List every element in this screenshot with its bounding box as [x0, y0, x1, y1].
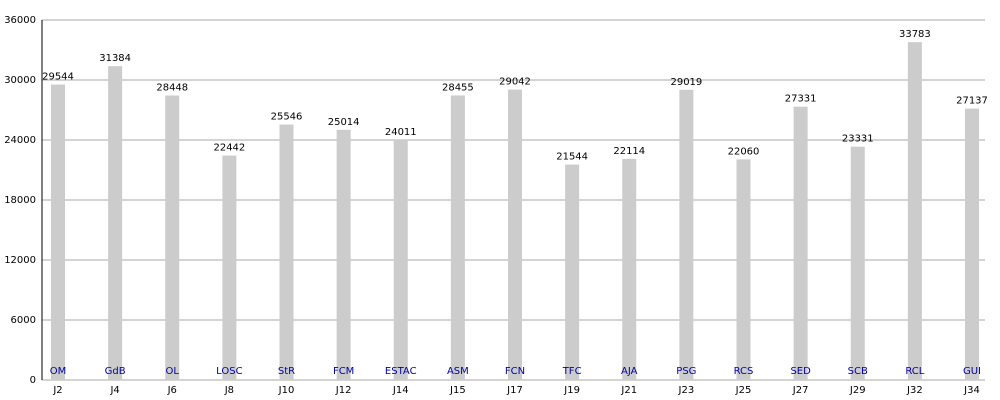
x-tick-label: J12 [335, 385, 352, 396]
bar [108, 66, 123, 380]
value-label: 27331 [785, 94, 817, 105]
value-label: 27137 [956, 96, 988, 107]
bar-label: AJA [621, 366, 638, 377]
x-tick-label: J29 [849, 385, 866, 396]
y-tick-label: 30000 [4, 75, 36, 86]
value-label: 25014 [328, 117, 360, 128]
x-tick-label: J4 [109, 385, 119, 396]
bar [336, 129, 351, 380]
bar [622, 158, 637, 380]
bar-label: SED [790, 366, 811, 377]
x-tick-label: J34 [963, 385, 980, 396]
bar-label: GdB [105, 366, 126, 377]
value-label: 25546 [271, 112, 303, 123]
bar [965, 108, 979, 380]
bar-label: OL [166, 366, 180, 377]
x-tick-label: J23 [678, 385, 695, 396]
bar [679, 89, 694, 380]
bar [279, 124, 294, 380]
value-label: 28455 [442, 82, 474, 93]
x-tick-label: J21 [620, 385, 637, 396]
bar-label: StR [278, 366, 295, 377]
bar-label: FCM [333, 366, 354, 377]
value-label: 31384 [99, 53, 131, 64]
value-label: 29544 [42, 72, 74, 83]
bar [222, 155, 237, 380]
bar-label: RCL [905, 366, 924, 377]
x-tick-label: J32 [906, 385, 923, 396]
value-label: 22442 [213, 143, 245, 154]
bar-label: OM [50, 366, 67, 377]
x-tick-label: J14 [392, 385, 409, 396]
x-tick-label: J27 [792, 385, 809, 396]
bar [165, 95, 180, 381]
y-tick-label: 36000 [4, 15, 36, 26]
x-tick-label: J10 [278, 385, 295, 396]
value-label: 22114 [613, 146, 645, 157]
value-label: 29042 [499, 77, 531, 88]
x-tick-label: J8 [224, 385, 234, 396]
bar-label: ASM [447, 366, 469, 377]
bar-label: GUI [963, 366, 981, 377]
value-label: 29019 [670, 77, 702, 88]
bar [508, 89, 522, 380]
bar [907, 42, 922, 381]
bar [450, 95, 465, 380]
bar-label: FCN [505, 366, 525, 377]
x-tick-label: J25 [735, 385, 752, 396]
value-label: 23331 [842, 134, 874, 145]
bar [393, 139, 408, 380]
x-tick-label: J6 [167, 385, 177, 396]
bar [736, 159, 751, 380]
x-tick-label: J17 [506, 385, 523, 396]
y-tick-label: 24000 [4, 135, 36, 146]
value-label: 24011 [385, 127, 417, 138]
y-tick-label: 6000 [11, 315, 36, 326]
value-label: 33783 [899, 29, 931, 40]
bar-label: PSG [676, 366, 696, 377]
y-tick-label: 0 [30, 375, 36, 386]
bar [793, 106, 808, 380]
bar-label: ESTAC [385, 366, 417, 377]
bar-label: LOSC [216, 366, 242, 377]
x-tick-label: J19 [563, 385, 580, 396]
x-tick-label: J15 [449, 385, 466, 396]
bar-label: TFC [562, 366, 582, 377]
value-label: 21544 [556, 152, 588, 163]
bar [565, 164, 580, 380]
value-label: 22060 [728, 146, 760, 157]
y-tick-label: 12000 [4, 255, 36, 266]
bar-label: SCB [848, 366, 868, 377]
x-tick-label: J2 [52, 385, 62, 396]
bar-label: RCS [734, 366, 754, 377]
bar [51, 84, 65, 380]
bar [850, 146, 865, 380]
value-label: 28448 [156, 83, 188, 94]
y-tick-label: 18000 [4, 195, 36, 206]
